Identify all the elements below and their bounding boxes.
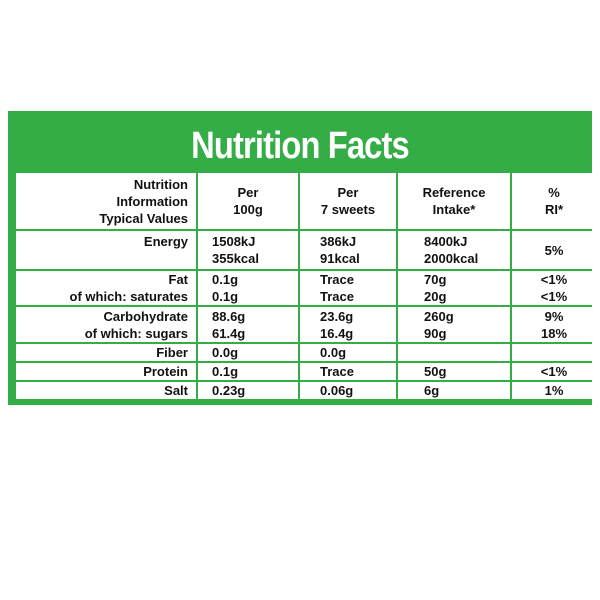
cell-percent-ri: <1% <1% (512, 271, 596, 305)
header-line: 100g (233, 202, 263, 217)
header-line: RI* (544, 202, 564, 217)
cell-value: 20g (424, 289, 447, 304)
cell-percent-ri: 9% 18% (512, 307, 596, 342)
header-line: Information (116, 193, 189, 209)
row-label: Energy (16, 231, 196, 269)
nutrition-title: Nutrition Facts (191, 125, 410, 167)
cell-value: 1508kJ (212, 234, 256, 249)
cell-value: 90g (424, 325, 447, 341)
table-row-salt: Salt 0.23g 0.06g 6g 1% (16, 382, 596, 399)
cell-value: 260g (424, 308, 454, 324)
header-per-7-sweets: Per 7 sweets (300, 173, 396, 229)
cell-value: 16.4g (320, 325, 354, 341)
cell-per-7-sweets: 0.06g (300, 382, 396, 399)
cell-per-7-sweets: Trace (300, 363, 396, 380)
table-row-fat: Fat of which: saturates 0.1g 0.1g Trace … (16, 271, 596, 305)
header-line: 7 sweets (320, 202, 376, 217)
cell-value: 386kJ (320, 234, 357, 249)
cell-per-100g: 0.1g 0.1g (198, 271, 298, 305)
cell-value: <1% (540, 289, 568, 304)
cell-per-7-sweets: 0.0g (300, 344, 396, 361)
row-label: Salt (16, 382, 196, 399)
header-line: Reference (422, 185, 486, 200)
row-label-text: Fat (168, 272, 189, 287)
row-label: Fiber (16, 344, 196, 361)
cell-value: 61.4g (212, 325, 246, 341)
nutrition-table: Nutrition Information Typical Values Per… (14, 171, 598, 401)
cell-value: 18% (540, 325, 568, 341)
header-reference-intake: Reference Intake* (398, 173, 510, 229)
cell-percent-ri: 1% (512, 382, 596, 399)
row-label-text: of which: saturates (69, 289, 188, 304)
cell-per-7-sweets: 386kJ 91kcal (300, 231, 396, 269)
header-percent-ri: % RI* (512, 173, 596, 229)
header-line: Per (337, 185, 359, 200)
cell-reference-intake: 50g (398, 363, 510, 380)
row-label: Protein (16, 363, 196, 380)
cell-per-100g: 0.0g (198, 344, 298, 361)
cell-per-100g: 0.23g (198, 382, 298, 399)
cell-per-100g: 88.6g 61.4g (198, 307, 298, 342)
cell-reference-intake: 70g 20g (398, 271, 510, 305)
cell-reference-intake (398, 344, 510, 361)
cell-value: 88.6g (212, 308, 246, 324)
cell-value: 23.6g (320, 308, 354, 324)
cell-value: 8400kJ (424, 234, 468, 249)
cell-reference-intake: 6g (398, 382, 510, 399)
header-typical-values: Nutrition Information Typical Values (16, 173, 196, 229)
cell-per-100g: 1508kJ 355kcal (198, 231, 298, 269)
cell-percent-ri (512, 344, 596, 361)
row-label-text: of which: sugars (84, 325, 188, 341)
table-row-protein: Protein 0.1g Trace 50g <1% (16, 363, 596, 380)
cell-value: 70g (424, 272, 447, 287)
row-label: Carbohydrate of which: sugars (16, 307, 196, 342)
cell-value: Trace (320, 289, 354, 304)
cell-percent-ri: 5% (512, 231, 596, 269)
cell-per-7-sweets: Trace Trace (300, 271, 396, 305)
row-label: Fat of which: saturates (16, 271, 196, 305)
table-header-row: Nutrition Information Typical Values Per… (16, 173, 596, 229)
cell-value: 2000kcal (424, 251, 479, 266)
header-line: Per (237, 185, 259, 200)
header-line: Nutrition (133, 176, 188, 192)
table-row-energy: Energy 1508kJ 355kcal 386kJ 91kcal 8400k… (16, 231, 596, 269)
cell-value: 9% (544, 308, 564, 324)
row-label-text: Carbohydrate (103, 308, 188, 324)
cell-per-100g: 0.1g (198, 363, 298, 380)
cell-percent-ri: <1% (512, 363, 596, 380)
cell-per-7-sweets: 23.6g 16.4g (300, 307, 396, 342)
cell-value: 0.1g (212, 289, 239, 304)
table-row-carbohydrate: Carbohydrate of which: sugars 88.6g 61.4… (16, 307, 596, 342)
row-label-text: Energy (143, 234, 188, 249)
cell-value: 355kcal (212, 251, 259, 266)
cell-value: 0.1g (212, 272, 239, 287)
header-line: Typical Values (99, 210, 188, 226)
table-row-fiber: Fiber 0.0g 0.0g (16, 344, 596, 361)
header-per-100g: Per 100g (198, 173, 298, 229)
cell-reference-intake: 260g 90g (398, 307, 510, 342)
nutrition-label: Nutrition Facts Nutrition Information Ty… (8, 111, 596, 405)
cell-value: <1% (540, 272, 568, 287)
header-line: Intake* (432, 202, 476, 217)
header-line: % (548, 185, 560, 200)
cell-reference-intake: 8400kJ 2000kcal (398, 231, 510, 269)
cell-value: 91kcal (320, 251, 360, 266)
cell-value: Trace (320, 272, 354, 287)
